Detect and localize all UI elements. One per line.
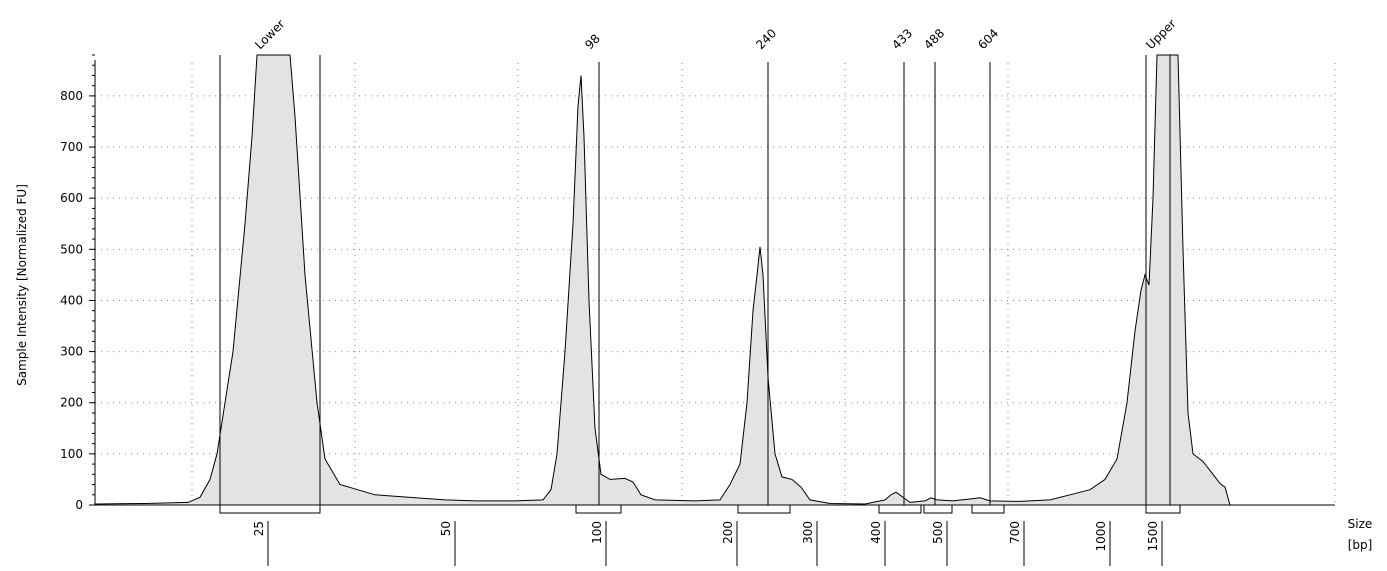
y-tick-label-7: 700 [60, 140, 83, 154]
peak-box-1 [575, 504, 622, 514]
y-axis-label: Sample Intensity [Normalized FU] [15, 184, 29, 386]
peak-box-0 [219, 504, 321, 514]
peak-label-1: 98 [582, 31, 603, 52]
trace-area [95, 55, 1230, 505]
peak-label-3: 433 [889, 26, 915, 52]
peak-label-2: 240 [753, 26, 779, 52]
peak-label-0: Lower [252, 17, 287, 52]
peak-label-4: 488 [921, 26, 947, 52]
y-tick-label-0: 0 [75, 498, 83, 512]
size-tick-label-9: 1500 [1146, 521, 1160, 552]
size-tick-label-2: 100 [590, 521, 604, 544]
peak-box-4 [923, 504, 953, 514]
size-tick-label-0: 25 [252, 521, 266, 536]
y-tick-label-1: 100 [60, 447, 83, 461]
size-tick-label-5: 400 [869, 521, 883, 544]
y-tick-label-3: 300 [60, 345, 83, 359]
y-tick-label-6: 600 [60, 191, 83, 205]
peak-box-5 [971, 504, 1005, 514]
y-axis: 0 100 200 300 400 500 600 700 800 [60, 54, 96, 512]
y-tick-label-8: 800 [60, 89, 83, 103]
size-tick-label-6: 500 [931, 521, 945, 544]
peak-markers [219, 55, 1181, 514]
peak-box-6 [1145, 504, 1181, 514]
size-ticks: 25 50 100 200 300 400 500 700 1000 1500 [252, 521, 1163, 566]
y-tick-label-4: 400 [60, 293, 83, 307]
y-tick-label-2: 200 [60, 396, 83, 410]
peak-box-3 [878, 504, 922, 514]
size-tick-label-8: 1000 [1094, 521, 1108, 552]
size-tick-label-3: 200 [721, 521, 735, 544]
peak-label-5: 604 [975, 26, 1001, 52]
peak-box-2 [737, 504, 791, 514]
trace-line [94, 54, 1231, 506]
y-tick-label-5: 500 [60, 242, 83, 256]
x-axis-label-line1: Size [1348, 517, 1373, 531]
peak-label-6: Upper [1143, 16, 1179, 52]
x-axis-label-line2: [bp] [1348, 538, 1373, 552]
size-tick-label-1: 50 [439, 521, 453, 536]
size-tick-label-4: 300 [801, 521, 815, 544]
peak-labels: Lower 98 240 433 488 604 Upper [252, 16, 1179, 52]
size-tick-label-7: 700 [1008, 521, 1022, 544]
